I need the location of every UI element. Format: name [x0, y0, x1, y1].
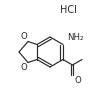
- Text: O: O: [21, 63, 28, 72]
- Text: O: O: [21, 32, 28, 41]
- Text: O: O: [74, 76, 81, 85]
- Text: HCl: HCl: [60, 5, 76, 15]
- Text: NH₂: NH₂: [67, 33, 84, 43]
